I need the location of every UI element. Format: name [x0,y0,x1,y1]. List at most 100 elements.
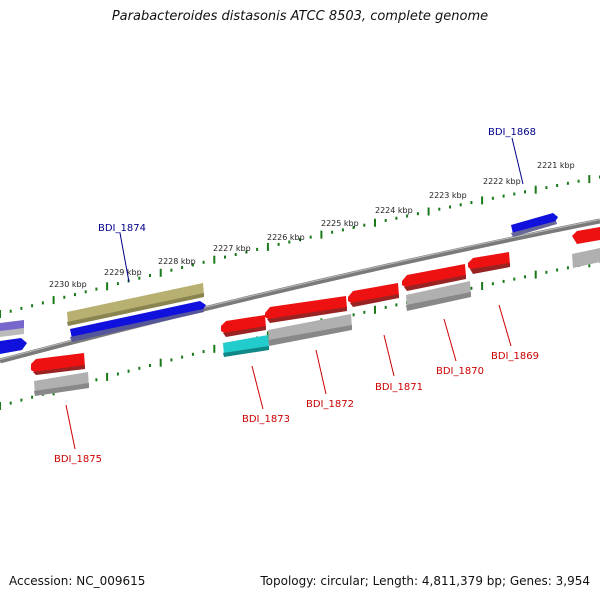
upper-tick-35 [374,218,376,227]
gene-bdi-1870-grey[interactable] [406,281,471,311]
upper-tick-23 [245,250,248,254]
upper-tick-18 [191,263,194,267]
gene-label-bdi-1871[interactable]: BDI_1871 [375,382,423,393]
upper-tick-14 [149,274,151,277]
upper-tick-2 [20,306,23,310]
tick-label-2229: 2229 kbp [104,268,142,277]
tick-label-2221: 2221 kbp [537,161,575,170]
upper-tick-19 [202,260,205,264]
upper-tick-50 [534,185,537,194]
gene-purple-left-edge[interactable] [0,320,24,337]
tick-label-2223: 2223 kbp [429,191,467,200]
upper-tick-31 [331,230,334,234]
gene-label-bdi-1872[interactable]: BDI_1872 [306,399,354,410]
map-title: Parabacteroides distasonis ATCC 8503, co… [111,9,489,24]
lower-tick-18 [191,352,194,356]
gene-bdi-1871[interactable] [348,283,399,307]
gene-bdi-1873[interactable] [221,315,266,337]
gene-bdi-1872-grey[interactable] [268,314,352,346]
lower-tick-12 [127,369,130,373]
gene-label-bdi-1869[interactable]: BDI_1869 [491,351,539,362]
gene-bdi-1873-cyan[interactable] [223,335,269,357]
lower-tick-1 [9,401,12,405]
leader-bdi-1873 [251,365,264,410]
upper-tick-25 [266,242,269,251]
upper-tick-10 [106,282,109,291]
upper-tick-29 [309,235,312,239]
upper-tick-6 [63,295,66,299]
tick-label-2228: 2228 kbp [158,257,196,266]
lower-tick-36 [384,305,387,309]
upper-tick-20 [213,255,216,264]
upper-tick-34 [363,223,366,227]
leader-bdi-1869 [498,304,512,347]
upper-tick-3 [31,304,34,308]
upper-tick-15 [159,268,162,277]
accession-text: Accession: NC_009615 [9,574,146,588]
upper-tick-7 [74,293,76,297]
gene-label-bdi-1870[interactable]: BDI_1870 [436,366,484,377]
gene-bdi-1875-grey[interactable] [34,372,89,396]
upper-tick-42 [449,205,451,209]
gene-bdi-1872[interactable] [265,296,347,323]
lower-tick-46 [491,282,494,286]
upper-tick-track [0,175,600,318]
upper-tick-32 [341,228,344,232]
gene-bdi-1874[interactable] [70,301,206,342]
gene-label-bdi-1875[interactable]: BDI_1875 [54,454,102,465]
upper-tick-36 [384,219,387,222]
tick-label-2230: 2230 kbp [49,280,87,289]
gene-olive-upper[interactable] [67,283,204,326]
upper-tick-30 [320,230,323,239]
upper-tick-37 [395,216,398,220]
upper-tick-43 [459,203,462,207]
lower-tick-35 [374,305,376,314]
lower-tick-11 [116,372,119,376]
upper-tick-38 [406,214,409,218]
leader-bdi-1874 [119,232,130,283]
gene-red-right-edge[interactable] [572,227,600,244]
upper-tick-9 [95,287,98,291]
upper-tick-13 [138,276,141,280]
gene-bdi-1870[interactable] [402,264,466,291]
lower-tick-0 [0,402,1,410]
gene-blue-left-edge[interactable] [0,338,27,354]
upper-tick-11 [116,282,119,286]
lower-tick-48 [513,277,516,281]
leader-bdi-1870 [443,318,457,362]
lower-tick-47 [502,279,505,283]
lower-tick-52 [556,268,559,272]
lower-tick-13 [138,366,141,370]
upper-tick-26 [277,242,280,246]
upper-tick-48 [513,192,516,196]
upper-tick-46 [491,196,494,200]
gene-label-bdi-1874[interactable]: BDI_1874 [98,223,146,234]
gene-label-bdi-1868[interactable]: BDI_1868 [488,127,536,138]
gene-bdi-1869[interactable] [468,252,510,274]
lower-tick-19 [202,350,205,354]
upper-tick-4 [41,301,44,305]
tick-label-2222: 2222 kbp [483,177,521,186]
lower-tick-33 [352,313,355,317]
lower-tick-20 [213,344,216,353]
gene-bdi-1875[interactable] [31,353,85,375]
gene-bdi-1868[interactable] [511,213,558,237]
gene-grey-right-edge[interactable] [572,248,600,268]
lower-tick-37 [395,303,398,307]
upper-tick-27 [288,240,291,244]
leader-bdi-1871 [383,334,395,377]
upper-tick-28 [299,238,301,241]
upper-tick-55 [588,175,591,184]
tick-label-2226: 2226 kbp [267,233,305,242]
lower-tick-16 [170,358,173,362]
upper-tick-54 [577,179,580,183]
tick-label-2224: 2224 kbp [375,206,413,215]
lower-tick-10 [106,372,109,381]
lower-tick-3 [31,395,34,399]
gene-label-bdi-1873[interactable]: BDI_1873 [242,414,290,425]
upper-tick-51 [545,186,548,190]
upper-tick-16 [170,268,173,272]
upper-tick-39 [416,212,419,216]
lower-tick-51 [545,270,548,274]
